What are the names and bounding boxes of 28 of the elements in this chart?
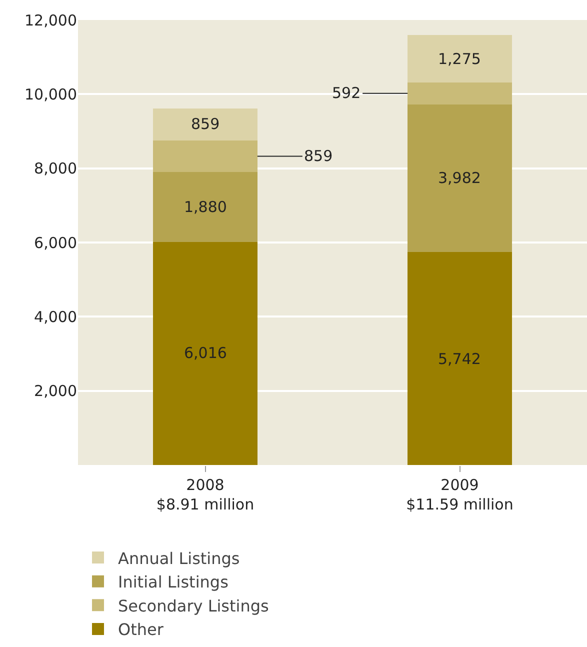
- bar: [408, 82, 512, 104]
- x-tick-label: 2009 $11.59 million: [406, 476, 514, 514]
- legend-label: Other: [118, 620, 164, 640]
- y-tick-label: 10,000: [24, 85, 77, 104]
- data-label: 1,275: [438, 50, 481, 68]
- bar: [153, 140, 258, 172]
- data-label: 5,742: [438, 350, 481, 368]
- bar: [153, 172, 258, 242]
- data-label: 1,880: [184, 198, 227, 216]
- y-tick-label: 2,000: [34, 382, 77, 400]
- bar: [408, 104, 512, 252]
- legend-label: Annual Listings: [118, 548, 240, 568]
- y-tick-label: 12,000: [24, 11, 77, 30]
- data-label: 859: [191, 115, 220, 133]
- legend-label: Secondary Listings: [118, 596, 269, 616]
- legend-label: Initial Listings: [118, 572, 228, 592]
- data-label: 859: [304, 147, 333, 165]
- y-tick-label: 8,000: [34, 160, 77, 178]
- x-tick-label: 2008 $8.91 million: [156, 476, 254, 514]
- bar: [153, 242, 258, 465]
- data-label: 3,982: [438, 169, 481, 187]
- y-tick-label: 6,000: [34, 234, 77, 252]
- bar: [153, 108, 258, 140]
- bar: [408, 35, 512, 82]
- y-tick-label: 4,000: [34, 308, 77, 326]
- bar: [408, 252, 512, 465]
- data-label: 592: [332, 84, 361, 102]
- data-label: 6,016: [184, 344, 227, 362]
